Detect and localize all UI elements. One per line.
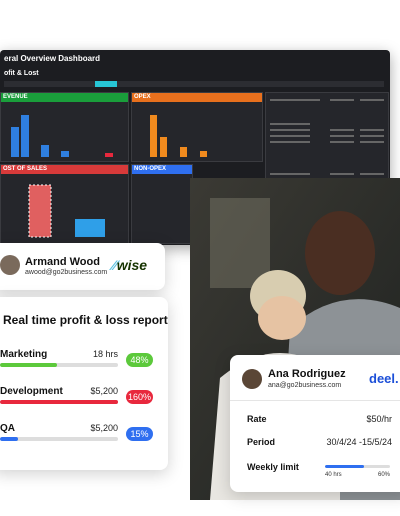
progress-pill: 48% xyxy=(126,353,153,367)
avatar xyxy=(242,369,262,389)
progress-fill xyxy=(0,437,18,441)
row-name: Development xyxy=(0,386,63,397)
dashboard: eral Overview Dashboard ofit & Lost EVEN… xyxy=(0,50,390,245)
row-name: Marketing xyxy=(0,349,48,360)
tile: OST OF SALES xyxy=(0,164,129,244)
dashboard-subtitle: ofit & Lost xyxy=(4,70,39,77)
field-value: 30/4/24 -15/5/24 xyxy=(326,437,392,447)
brand-text: wise xyxy=(116,257,148,273)
divider xyxy=(230,400,400,401)
report-title: Real time profit & loss report xyxy=(3,313,168,327)
avatar xyxy=(0,255,20,275)
tile-header: OST OF SALES xyxy=(1,165,128,174)
filter-chip xyxy=(95,81,117,87)
row-amount: $5,200 xyxy=(90,423,118,433)
tile: EVENUE xyxy=(0,92,129,162)
contact-card: Armand Wood awood@go2business.com ⁄⁄wise xyxy=(0,243,165,290)
limit-fill xyxy=(325,465,364,468)
limit-used: 40 hrs xyxy=(325,472,342,478)
filter-bar xyxy=(4,81,384,87)
tile: OPEX xyxy=(131,92,263,162)
mini-chart xyxy=(11,115,113,157)
dashboard-title: eral Overview Dashboard xyxy=(4,54,101,63)
mini-chart xyxy=(150,115,207,157)
progress-track xyxy=(0,400,118,404)
contact-email: awood@go2business.com xyxy=(25,269,108,276)
row-amount: 18 hrs xyxy=(92,349,118,359)
report-card: Real time profit & loss report Marketing… xyxy=(0,297,168,470)
contact-name: Armand Wood xyxy=(25,256,100,268)
brand-logo: ⁄⁄wise xyxy=(112,257,148,273)
progress-track xyxy=(0,363,118,367)
tile-header: OPEX xyxy=(132,93,262,102)
row-amount: $5,200 xyxy=(90,386,118,396)
limit-track xyxy=(325,465,390,468)
field-value: $50/hr xyxy=(366,414,392,424)
row-name: QA xyxy=(0,423,15,434)
progress-fill xyxy=(0,400,118,404)
brand-logo: deel. xyxy=(369,371,399,386)
progress-track xyxy=(0,437,118,441)
contract-name: Ana Rodriguez xyxy=(268,368,346,380)
tile: NON-OPEX xyxy=(131,164,193,244)
contract-card: Ana Rodriguez ana@go2business.com deel. … xyxy=(230,355,400,492)
mini-chart xyxy=(28,184,105,238)
field-label: Period xyxy=(247,437,276,447)
progress-pill: 15% xyxy=(126,427,153,441)
progress-pill: 160% xyxy=(126,390,153,404)
field-label: Rate xyxy=(247,414,267,424)
limit-percent: 60% xyxy=(377,472,390,478)
tile-header: NON-OPEX xyxy=(132,165,192,174)
contract-email: ana@go2business.com xyxy=(268,382,342,389)
limit-label: Weekly limit xyxy=(247,462,299,472)
progress-fill xyxy=(0,363,57,367)
tile-header: EVENUE xyxy=(1,93,128,102)
